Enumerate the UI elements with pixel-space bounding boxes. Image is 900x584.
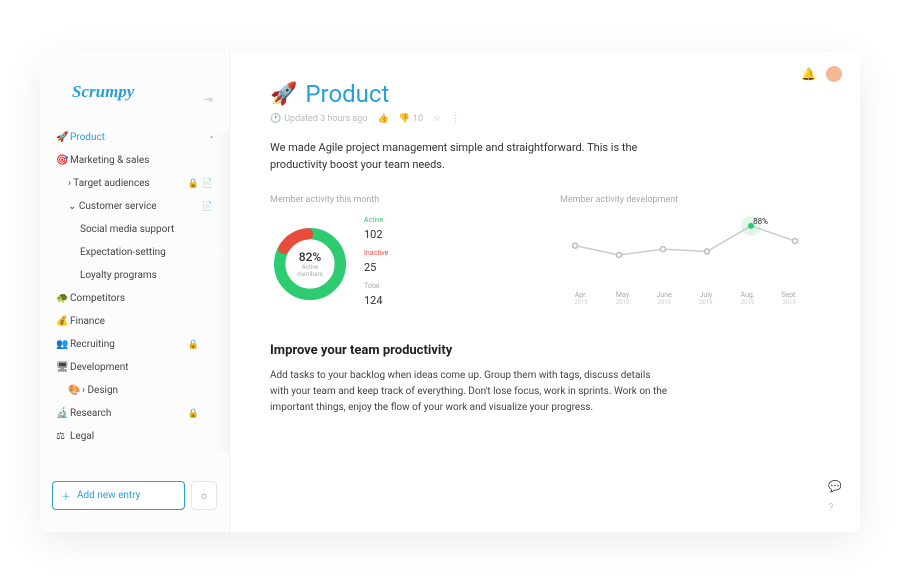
- sidebar-item-12[interactable]: 🔬Research🔒: [40, 402, 229, 425]
- collapse-icon[interactable]: ⇥: [204, 93, 213, 106]
- x-label: July2019: [685, 291, 727, 306]
- add-entry-label: Add new entry: [77, 490, 140, 501]
- donut-chart: 82% Active members: [270, 224, 350, 304]
- comment-icon[interactable]: 💬: [828, 480, 842, 493]
- sidebar-item-13[interactable]: ⚖Legal: [40, 425, 229, 448]
- sidebar-item-7[interactable]: 🐢Competitors: [40, 287, 229, 310]
- sidebar-item-10[interactable]: 🖥Development: [40, 356, 229, 379]
- line-chart: 88% Apr.2019May2019June2019July2019Aug.2…: [560, 215, 810, 305]
- x-label: Aug.2019: [727, 291, 769, 306]
- sidebar-item-1[interactable]: 🎯Marketing & sales: [40, 149, 229, 172]
- peak-label: 88%: [753, 217, 768, 226]
- main-content: 🔔 🚀 Product 🕐Updated 3 hours ago 👍 👎 10 …: [230, 52, 860, 532]
- star-icon[interactable]: ☆: [433, 114, 441, 124]
- page-title: Product: [305, 80, 389, 108]
- sidebar-item-2[interactable]: › Target audiences🔒📄: [40, 172, 229, 195]
- updated-text: 🕐Updated 3 hours ago: [270, 114, 367, 124]
- plus-icon: ＋: [61, 488, 71, 503]
- section-body: Add tasks to your backlog when ideas com…: [270, 368, 670, 416]
- clock-icon: 🕐: [270, 114, 281, 124]
- sidebar-item-3[interactable]: ⌄ Customer service📄: [40, 195, 229, 218]
- x-label: May2019: [602, 291, 644, 306]
- donut-percent: 82%: [290, 250, 330, 264]
- donut-chart-block: Member activity this month 82% Active me…: [270, 195, 530, 313]
- x-label: Sept.2019: [768, 291, 810, 306]
- sidebar-item-5[interactable]: Expectation-setting: [40, 241, 229, 264]
- bell-icon[interactable]: 🔔: [801, 67, 816, 81]
- thumbs-down[interactable]: 👎 10: [399, 114, 423, 124]
- sidebar-item-4[interactable]: Social media support: [40, 218, 229, 241]
- add-entry-button[interactable]: ＋ Add new entry: [52, 481, 185, 510]
- page-intro: We made Agile project management simple …: [270, 140, 650, 173]
- x-label: Apr.2019: [560, 291, 602, 306]
- sidebar-item-11[interactable]: 🎨› Design: [40, 379, 229, 402]
- thumbs-up-icon[interactable]: 👍: [377, 114, 388, 124]
- donut-title: Member activity this month: [270, 195, 530, 205]
- help-icon[interactable]: ?: [828, 501, 842, 514]
- app-logo: Scrumpy: [56, 82, 150, 116]
- settings-button[interactable]: ☼: [191, 481, 217, 510]
- sidebar: Scrumpy ⇥ 🚀Product•🎯Marketing & sales› T…: [40, 52, 230, 532]
- sidebar-item-6[interactable]: Loyalty programs: [40, 264, 229, 287]
- line-title: Member activity development: [560, 195, 820, 205]
- app-window: Scrumpy ⇥ 🚀Product•🎯Marketing & sales› T…: [40, 52, 860, 532]
- sidebar-item-8[interactable]: 💰Finance: [40, 310, 229, 333]
- nav-list: 🚀Product•🎯Marketing & sales› Target audi…: [40, 126, 229, 471]
- section-title: Improve your team productivity: [270, 343, 820, 358]
- line-chart-block: Member activity development 88% Apr.2019…: [560, 195, 820, 313]
- more-icon[interactable]: ⋮: [451, 114, 460, 124]
- donut-percent-label: Active members: [290, 264, 330, 278]
- x-label: June2019: [643, 291, 685, 306]
- donut-stats: Active 102 Inactive 25 Total 124: [364, 215, 388, 313]
- page-meta: 🕐Updated 3 hours ago 👍 👎 10 ☆ ⋮: [270, 114, 820, 124]
- avatar[interactable]: [826, 66, 842, 82]
- sidebar-item-0[interactable]: 🚀Product•: [40, 126, 229, 149]
- sidebar-item-9[interactable]: 👥Recruiting🔒: [40, 333, 229, 356]
- page-emoji: 🚀: [270, 82, 297, 107]
